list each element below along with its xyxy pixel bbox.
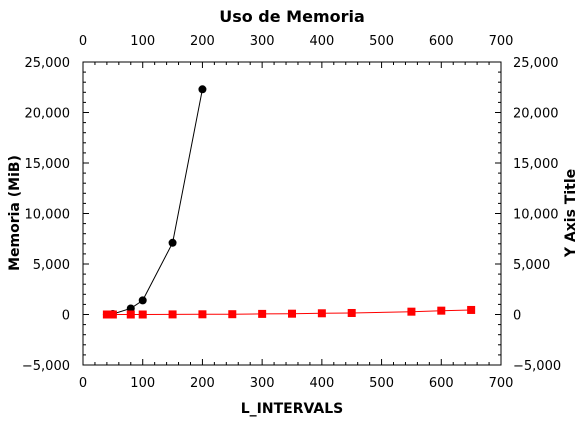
data-point: [288, 309, 296, 318]
data-point: [138, 296, 147, 305]
series-layer: [102, 85, 476, 319]
y-tick-label-right: −5,000: [513, 359, 561, 374]
x-tick-label-top: 500: [369, 34, 394, 49]
x-tick-label-top: 0: [79, 34, 87, 49]
x-tick-label-bottom: 500: [369, 376, 394, 391]
y-tick-label-left: 25,000: [25, 56, 71, 71]
y-tick-label-left: −5,000: [22, 359, 70, 374]
axes: 0 0 100 100 200 200 300 300 400 400 500 500 600 600 70…: [22, 34, 561, 391]
x-tick-label-bottom: 100: [130, 376, 155, 391]
data-point: [198, 85, 207, 94]
x-tick-label-bottom: 300: [250, 376, 275, 391]
chart-title: Uso de Memoria: [219, 7, 365, 26]
y-tick-label-right: 5,000: [513, 258, 550, 273]
series-1: [102, 85, 207, 319]
data-point: [467, 305, 476, 314]
x-tick-label-top: 400: [309, 34, 334, 49]
x-tick-label-top: 200: [190, 34, 215, 49]
data-point: [126, 304, 135, 313]
data-point: [126, 310, 135, 319]
x-tick-label-bottom: 0: [79, 376, 87, 391]
x-tick-label-top: 100: [130, 34, 155, 49]
y-tick-label-left: 20,000: [25, 107, 71, 122]
series-line: [106, 89, 203, 315]
series-2: [102, 305, 476, 319]
data-point: [437, 306, 446, 315]
y-tick-label-left: 10,000: [25, 208, 71, 223]
y-tick-label-right: 15,000: [513, 157, 559, 172]
data-point: [102, 310, 111, 319]
x-tick-label-bottom: 400: [309, 376, 334, 391]
x-tick-label-top: 600: [429, 34, 454, 49]
y-tick-label-right: 10,000: [513, 208, 559, 223]
x-tick-label-top: 300: [250, 34, 275, 49]
data-point: [108, 310, 117, 319]
x-tick-label-bottom: 200: [190, 376, 215, 391]
data-point: [407, 307, 416, 316]
x-axis-title: L_INTERVALS: [241, 401, 343, 417]
data-point: [347, 308, 356, 317]
y2-axis-title: Y Axis Title: [563, 169, 579, 258]
y-tick-label-left: 0: [62, 309, 70, 324]
y-tick-label-right: 0: [513, 309, 521, 324]
y-tick-label-right: 20,000: [513, 107, 559, 122]
data-point: [168, 310, 177, 319]
data-point: [168, 238, 177, 247]
data-point: [228, 310, 237, 319]
y-tick-label-left: 5,000: [33, 258, 70, 273]
x-tick-label-top: 700: [489, 34, 514, 49]
x-tick-label-bottom: 700: [489, 376, 514, 391]
data-point: [198, 310, 207, 319]
plot-frame: [82, 61, 502, 366]
y-tick-label-right: 25,000: [513, 56, 559, 71]
data-point: [138, 310, 147, 319]
data-point: [258, 309, 267, 318]
x-tick-label-bottom: 600: [429, 376, 454, 391]
y-axis-title: Memoria (MiB): [7, 155, 23, 271]
y-tick-label-left: 15,000: [25, 157, 71, 172]
data-point: [317, 309, 326, 318]
